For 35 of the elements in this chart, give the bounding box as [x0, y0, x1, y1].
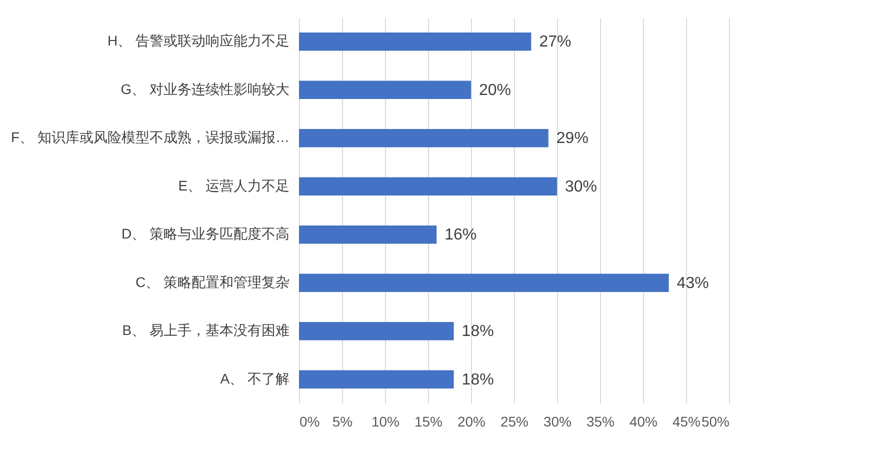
x-tick-label: 0% [300, 414, 320, 430]
data-label: 27% [539, 34, 572, 51]
y-tick-label: G、 对业务连续性影响较大 [120, 80, 290, 97]
bar [299, 370, 454, 389]
y-tick-label: A、 不了解 [220, 370, 290, 386]
bar [299, 80, 471, 100]
data-label: 29% [556, 130, 588, 148]
x-tick-label: 25% [500, 414, 529, 430]
x-tick-label: 20% [457, 414, 486, 430]
y-tick-label: E、 运营人力不足 [178, 177, 290, 194]
bar [299, 177, 557, 196]
data-label: 18% [462, 323, 494, 340]
data-label: 18% [462, 371, 494, 388]
x-tick-label: 15% [414, 414, 443, 430]
x-tick-label: 10% [371, 414, 400, 430]
x-tick-label: 50% [701, 414, 730, 430]
data-label: 43% [676, 274, 709, 292]
bar [299, 32, 532, 51]
y-tick-label: F、 知识库或风险模型不成熟，误报或漏报… [11, 129, 290, 146]
data-label: 30% [565, 178, 598, 196]
data-label: 20% [479, 82, 512, 99]
bar [299, 128, 548, 148]
x-tick-label: 45% [672, 414, 701, 430]
y-tick-label: B、 易上手，基本没有困难 [122, 322, 290, 338]
bar [299, 322, 454, 340]
bar [299, 225, 437, 244]
x-tick-label: 40% [629, 414, 658, 430]
x-tick-label: 30% [543, 414, 572, 430]
x-tick-label: 5% [332, 414, 353, 430]
y-tick-label: D、 策略与业务匹配度不高 [122, 226, 290, 242]
x-tick-label: 35% [586, 414, 615, 430]
data-label: 16% [444, 226, 477, 244]
bar [299, 274, 669, 292]
y-tick-label: C、 策略配置和管理复杂 [136, 274, 290, 290]
y-tick-label: H、 告警或联动响应能力不足 [108, 32, 290, 49]
